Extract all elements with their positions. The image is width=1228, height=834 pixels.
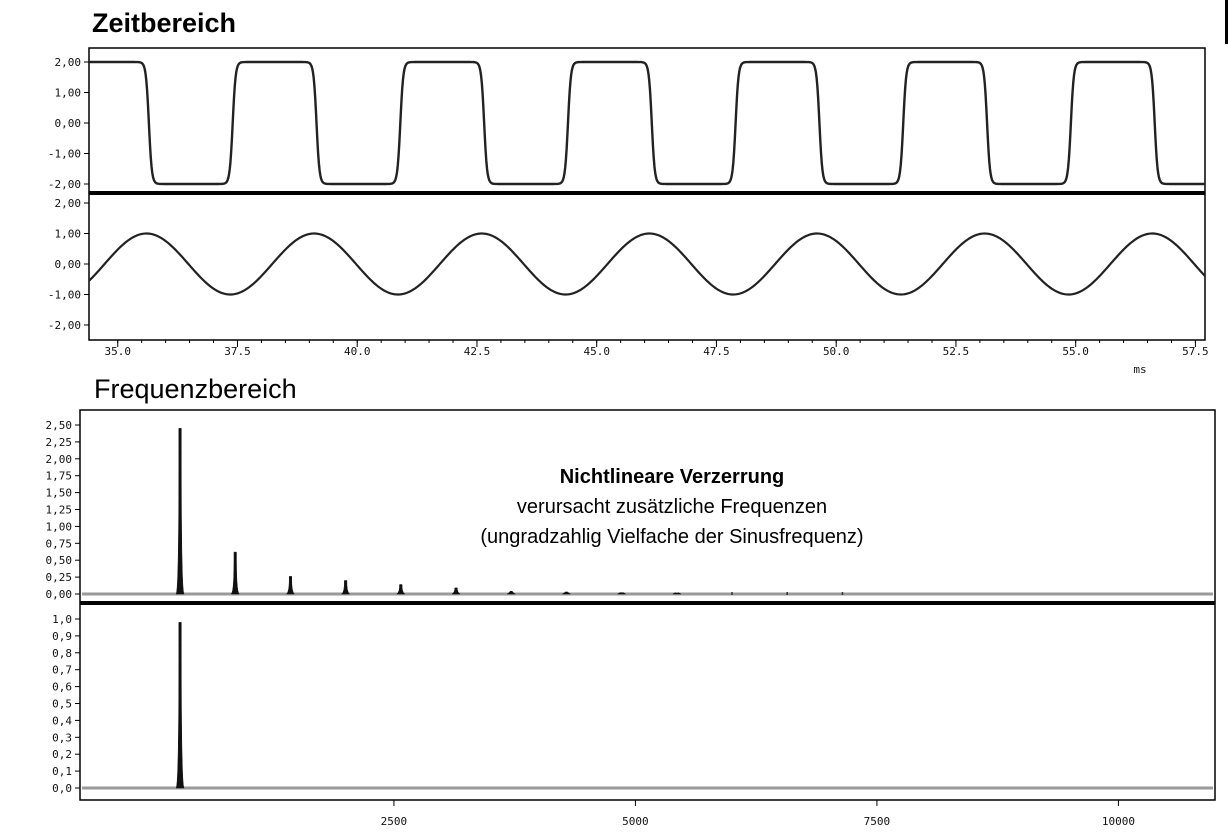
x-tick-label: 50.0 [823,345,850,358]
x-tick-label: 52.5 [943,345,970,358]
x-tick-label: 47.5 [703,345,730,358]
frequency-domain-frame [79,409,1216,801]
spectral-line [175,428,185,595]
x-tick-label: 55.0 [1062,345,1089,358]
y-tick-label: 0,00 [46,588,73,601]
x-tick-label: 42.5 [464,345,491,358]
x-tick-label: 2500 [381,815,408,828]
time-domain-title: Zeitbereich [92,8,237,38]
y-tick-label: 0,6 [52,681,72,694]
spectral-line [451,587,461,595]
y-tick-label: 0,8 [52,647,72,660]
x-tick-label: 40.0 [344,345,371,358]
frequency-domain-title: Frequenzbereich [94,374,297,404]
y-tick-label: 1,00 [55,87,82,100]
y-tick-label: 0,0 [52,782,72,795]
spectral-line [285,576,296,595]
y-tick-label: 0,4 [52,714,72,727]
x-tick-label: 5000 [622,815,649,828]
y-tick-label: 1,25 [46,504,73,517]
y-tick-label: 1,50 [46,487,73,500]
y-tick-label: 2,00 [55,197,82,210]
annotation-line-1: Nichtlineare Verzerrung [560,466,785,488]
spectral-line [395,584,406,595]
annotation-line-3: (ungradzahlig Vielfache der Sinusfrequen… [480,526,863,548]
y-tick-label: 2,25 [46,436,73,449]
y-tick-label: 0,7 [52,664,72,677]
x-tick-label: 37.5 [224,345,251,358]
corner-marker [1225,0,1228,44]
y-tick-label: 0,25 [46,571,73,584]
x-tick-label: 45.0 [583,345,610,358]
annotation: Nichtlineare Verzerrung verursacht zusät… [480,466,863,548]
spectral-line [672,592,682,595]
y-tick-label: 2,50 [46,419,73,432]
y-tick-label: 0,50 [46,554,73,567]
y-tick-label: 0,1 [52,765,72,778]
y-tick-label: 0,3 [52,731,72,744]
y-tick-label: 2,00 [46,453,73,466]
series-line-sine [88,232,1206,296]
y-tick-label: 1,75 [46,470,73,483]
y-tick-label: 0,00 [55,258,82,271]
time-axis-unit: ms [1133,363,1146,376]
x-tick-label: 35.0 [104,345,131,358]
y-tick-label: 0,75 [46,537,73,550]
y-tick-label: -2,00 [48,178,81,191]
spectral-line [340,580,351,595]
y-tick-label: 0,00 [55,117,82,130]
x-tick-label: 57.5 [1182,345,1209,358]
y-tick-label: 0,5 [52,698,72,711]
spectral-line [616,592,627,595]
y-tick-label: 2,00 [55,56,82,69]
y-tick-label: 0,9 [52,630,72,643]
y-tick-label: -1,00 [48,148,81,161]
y-tick-label: -1,00 [48,289,81,302]
y-tick-label: 1,0 [52,613,72,626]
series-line-square [89,60,1205,186]
y-tick-label: 1,00 [55,228,82,241]
x-tick-label: 7500 [864,815,891,828]
spectral-line [506,591,517,595]
time-domain-frame [88,47,1206,341]
spectral-line [175,622,185,789]
annotation-line-2: verursacht zusätzliche Frequenzen [517,496,827,518]
x-tick-label: 10000 [1102,815,1135,828]
y-tick-label: 0,2 [52,748,72,761]
spectral-line [230,551,241,595]
y-tick-label: 1,00 [46,520,73,533]
y-tick-label: -2,00 [48,319,81,332]
spectral-line [561,591,572,595]
